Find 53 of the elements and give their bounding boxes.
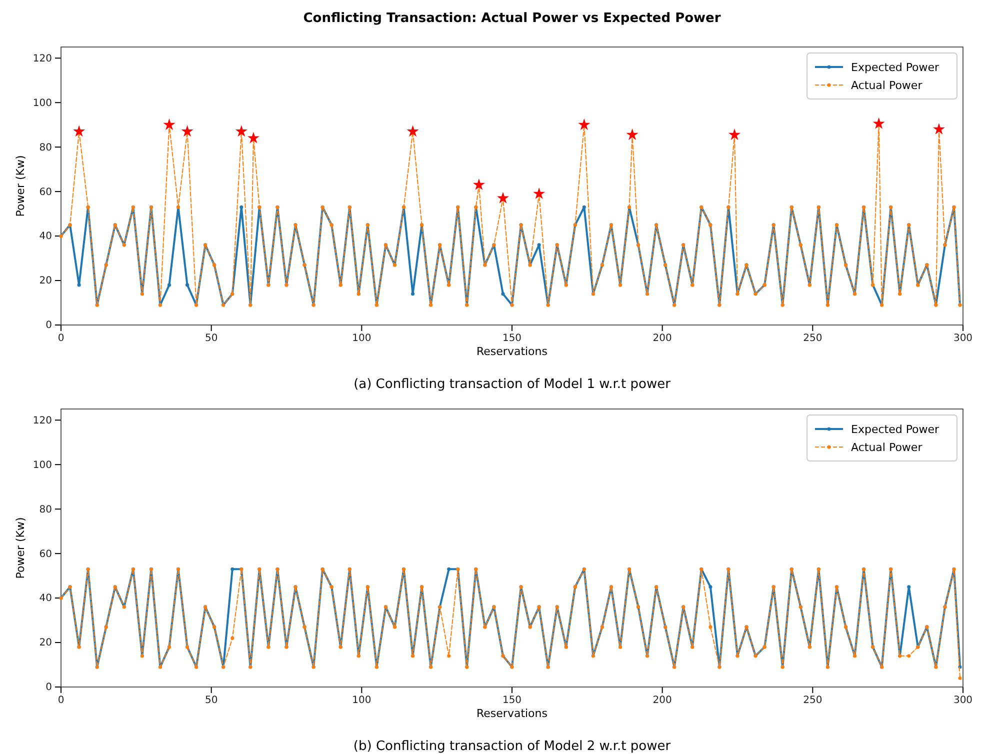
x-tick-label: 250: [803, 333, 822, 344]
point: [872, 117, 885, 129]
point: [181, 125, 194, 137]
y-tick-label: 80: [39, 142, 52, 154]
x-tick-label: 200: [652, 695, 672, 706]
x-tick-label: 0: [58, 333, 64, 344]
x-tick-label: 0: [58, 695, 64, 706]
x-tick-label: 150: [502, 695, 522, 706]
x-tick-label: 100: [352, 333, 372, 344]
x-tick-label: 50: [204, 695, 218, 706]
x-tick-label: 50: [204, 333, 218, 344]
point: [73, 125, 86, 137]
y-tick-label: 20: [39, 276, 52, 287]
y-axis-title: Power (Kw): [14, 155, 27, 217]
legend-label: Actual Power: [851, 441, 923, 454]
y-tick-label: 60: [39, 548, 52, 560]
point: [533, 187, 546, 199]
point: [235, 125, 248, 137]
point: [163, 118, 176, 130]
y-tick-label: 120: [32, 415, 52, 426]
x-tick-label: 300: [953, 333, 973, 344]
text: (b) Conflicting transaction of Model 2 w.r.t power: [353, 739, 672, 754]
y-tick-label: 40: [39, 593, 52, 604]
point: [728, 128, 741, 140]
point: [932, 122, 945, 134]
y-tick-label: 0: [46, 682, 52, 694]
point: [578, 118, 590, 130]
x-tick-label: 100: [352, 695, 372, 706]
x-tick-label: 200: [652, 333, 672, 344]
x-axis-title: Reservations: [476, 345, 548, 358]
text: (a) Conflicting transaction of Model 1 w.r.t power: [354, 377, 672, 392]
x-axis-title: Reservations: [476, 707, 548, 720]
y-tick-label: 40: [39, 231, 52, 242]
y-tick-label: 0: [46, 320, 52, 332]
y-tick-label: 80: [39, 504, 52, 516]
legend-label: Actual Power: [851, 79, 923, 92]
legend-label: Expected Power: [851, 423, 940, 436]
point: [472, 178, 485, 190]
x-tick-label: 250: [803, 695, 822, 706]
x-tick-label: 300: [953, 695, 973, 706]
y-tick-label: 60: [39, 186, 52, 198]
y-tick-label: 100: [32, 98, 52, 109]
y-tick-label: 20: [39, 638, 52, 649]
y-axis-title: Power (Kw): [14, 517, 27, 579]
y-tick-label: 120: [32, 53, 52, 64]
point: [496, 192, 509, 204]
x-tick-label: 150: [502, 333, 522, 344]
point: [247, 132, 260, 144]
legend-label: Expected Power: [851, 61, 940, 74]
y-tick-label: 100: [32, 460, 52, 471]
point: [406, 125, 419, 137]
point: [626, 128, 638, 140]
chart-title: Conflicting Transaction: Actual Power vs Expected Power: [303, 11, 722, 26]
